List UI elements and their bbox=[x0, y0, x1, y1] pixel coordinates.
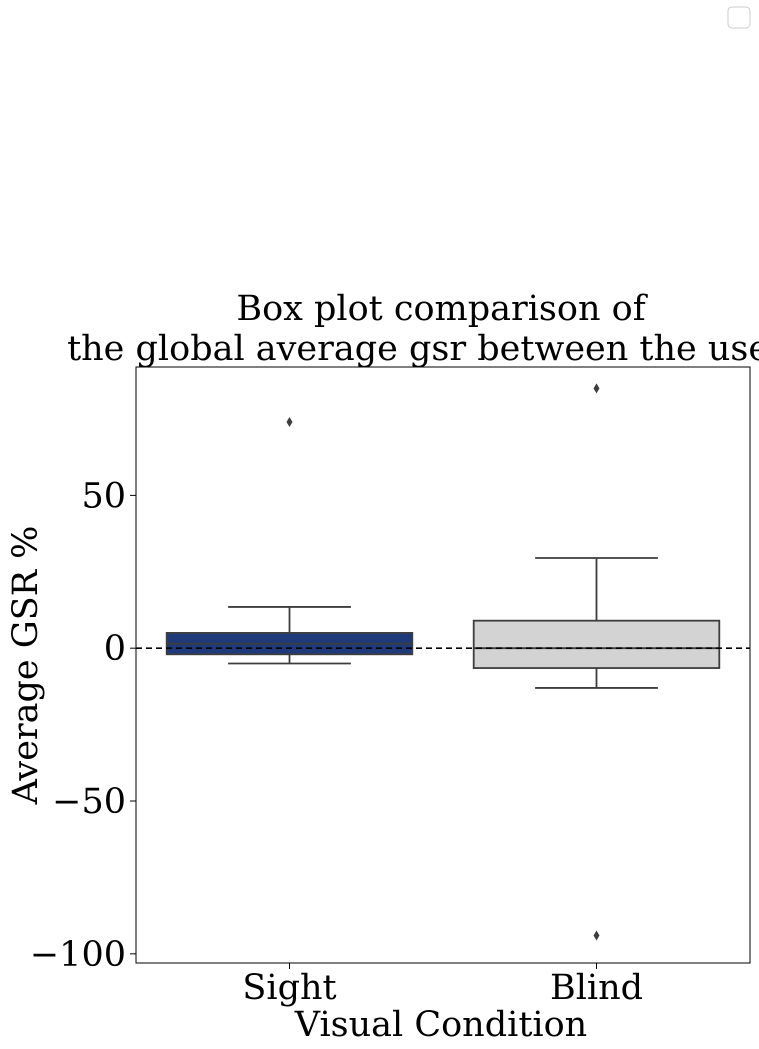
x-tick-label: Blind bbox=[550, 968, 643, 1008]
y-tick-label: −50 bbox=[52, 782, 126, 822]
box-sight bbox=[165, 417, 414, 665]
y-tick-label: −100 bbox=[30, 935, 126, 975]
chart-title-line2: the global average gsr between the users… bbox=[67, 329, 759, 369]
x-axis-label: Visual Condition bbox=[294, 1005, 587, 1045]
y-axis-label: Average GSR % bbox=[6, 526, 46, 806]
outlier-point bbox=[593, 930, 600, 941]
x-axis-ticks: Sight Blind bbox=[242, 963, 643, 1008]
plot-frame bbox=[135, 366, 751, 964]
chart-title-line1: Box plot comparison of bbox=[236, 289, 648, 329]
x-tick-label: Sight bbox=[242, 968, 336, 1008]
legend bbox=[727, 6, 751, 29]
plot-area bbox=[136, 383, 750, 941]
y-tick-label: 50 bbox=[81, 476, 126, 516]
outlier-point bbox=[593, 383, 600, 394]
box-iqr bbox=[472, 619, 721, 669]
outlier-point bbox=[286, 417, 293, 428]
y-tick-label: 0 bbox=[104, 629, 126, 669]
box-blind bbox=[472, 383, 721, 941]
y-axis-ticks: 50 0 −50 −100 bbox=[30, 476, 136, 975]
